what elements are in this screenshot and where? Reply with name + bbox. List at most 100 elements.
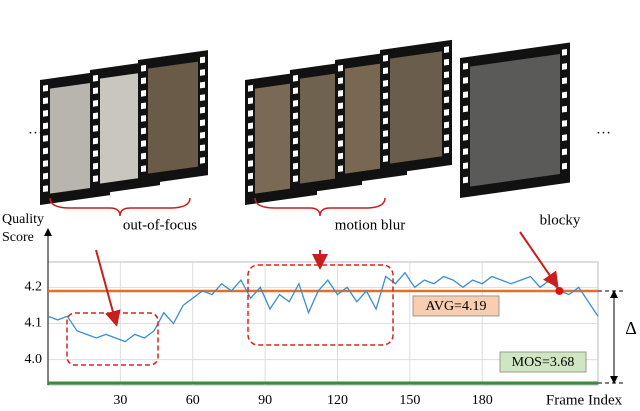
sprocket bbox=[444, 71, 449, 79]
frame-image bbox=[390, 51, 442, 164]
sprocket bbox=[248, 160, 253, 167]
sprocket bbox=[444, 121, 449, 129]
x-tick-label: 90 bbox=[258, 393, 272, 408]
sprocket bbox=[93, 74, 98, 82]
sprocket bbox=[141, 140, 146, 147]
ellipsis: … bbox=[28, 121, 43, 137]
frame-image bbox=[148, 61, 198, 174]
sprocket bbox=[463, 119, 468, 127]
sprocket bbox=[293, 87, 298, 95]
sprocket bbox=[43, 84, 48, 92]
sprocket bbox=[562, 91, 567, 99]
sprocket bbox=[248, 172, 253, 180]
film-frames bbox=[40, 39, 570, 205]
sprocket bbox=[338, 115, 343, 122]
sprocket bbox=[200, 157, 205, 164]
sprocket bbox=[248, 185, 253, 193]
sprocket bbox=[383, 130, 388, 137]
sprocket bbox=[338, 102, 343, 110]
mos-label: MOS=3.68 bbox=[512, 355, 575, 370]
film-frame bbox=[380, 39, 452, 175]
film-frame bbox=[138, 50, 208, 185]
sprocket bbox=[562, 77, 567, 85]
sprocket bbox=[463, 105, 468, 113]
sprocket bbox=[444, 109, 449, 116]
sprocket bbox=[93, 175, 98, 183]
blocky-point bbox=[555, 286, 564, 295]
plot: 30 60 90 120 150 180 4.0 4.1 4.2 AVG=4.19 MOS=3.68 bbox=[25, 228, 626, 408]
sprocket bbox=[93, 137, 98, 145]
sprocket bbox=[93, 112, 98, 120]
sprocket bbox=[200, 106, 205, 114]
brace bbox=[254, 197, 386, 217]
film-frame bbox=[460, 42, 570, 198]
mos-box bbox=[499, 351, 587, 373]
sprocket bbox=[444, 134, 449, 141]
sprocket bbox=[338, 89, 343, 97]
sprocket bbox=[141, 77, 146, 85]
sprocket bbox=[562, 148, 567, 156]
sprocket bbox=[200, 119, 205, 127]
sprocket bbox=[383, 54, 388, 62]
sprocket bbox=[43, 172, 48, 180]
sprocket bbox=[293, 112, 298, 120]
sprocket bbox=[248, 109, 253, 117]
highlight-box bbox=[66, 312, 159, 366]
ellipsis: … bbox=[596, 121, 611, 137]
sprocket bbox=[141, 64, 146, 72]
y-tick-label: 4.0 bbox=[25, 352, 43, 367]
sprocket bbox=[338, 64, 343, 72]
sprocket bbox=[293, 74, 298, 82]
sprocket bbox=[93, 125, 98, 132]
sprocket bbox=[463, 133, 468, 141]
sprocket bbox=[248, 147, 253, 155]
sprocket bbox=[562, 134, 567, 141]
sprocket bbox=[43, 185, 48, 193]
sprocket bbox=[463, 91, 468, 99]
sprocket bbox=[200, 94, 205, 101]
quality-line bbox=[47, 271, 599, 343]
sprocket bbox=[43, 97, 48, 105]
sprocket bbox=[383, 67, 388, 75]
sprocket bbox=[562, 120, 567, 127]
sprocket bbox=[562, 48, 567, 56]
sprocket bbox=[383, 92, 388, 100]
sprocket bbox=[141, 127, 146, 135]
sprocket bbox=[444, 46, 449, 54]
sprocket bbox=[293, 99, 298, 107]
x-label: Frame Index bbox=[546, 392, 623, 408]
sprocket bbox=[293, 175, 298, 183]
y-label: Quality bbox=[2, 212, 44, 227]
sprocket bbox=[444, 96, 449, 104]
delta: Δ bbox=[625, 318, 637, 338]
avg-label: AVG=4.19 bbox=[426, 299, 487, 314]
sprocket bbox=[463, 77, 468, 84]
sprocket bbox=[43, 147, 48, 155]
sprocket bbox=[383, 155, 388, 163]
sprocket bbox=[444, 83, 449, 91]
sprocket bbox=[43, 135, 48, 142]
sprocket bbox=[338, 165, 343, 173]
sprocket bbox=[141, 152, 146, 160]
sprocket bbox=[200, 69, 205, 76]
sprocket bbox=[338, 127, 343, 135]
sprocket bbox=[200, 81, 205, 89]
sprocket bbox=[562, 105, 567, 113]
sprocket bbox=[93, 99, 98, 107]
x-tick-label: 30 bbox=[113, 393, 127, 408]
x-tick-label: 150 bbox=[399, 393, 420, 408]
sprocket bbox=[293, 125, 298, 132]
sprocket bbox=[338, 152, 343, 160]
highlight-box bbox=[247, 264, 394, 346]
sprocket bbox=[293, 137, 298, 145]
sprocket bbox=[463, 148, 468, 155]
sprocket bbox=[383, 79, 388, 87]
y-label: Score bbox=[2, 230, 34, 245]
sprocket bbox=[444, 58, 449, 66]
y-tick-label: 4.1 bbox=[25, 316, 43, 331]
sprocket bbox=[248, 122, 253, 130]
avg-box bbox=[412, 295, 500, 317]
sprocket bbox=[463, 62, 468, 70]
sprocket bbox=[200, 131, 205, 139]
